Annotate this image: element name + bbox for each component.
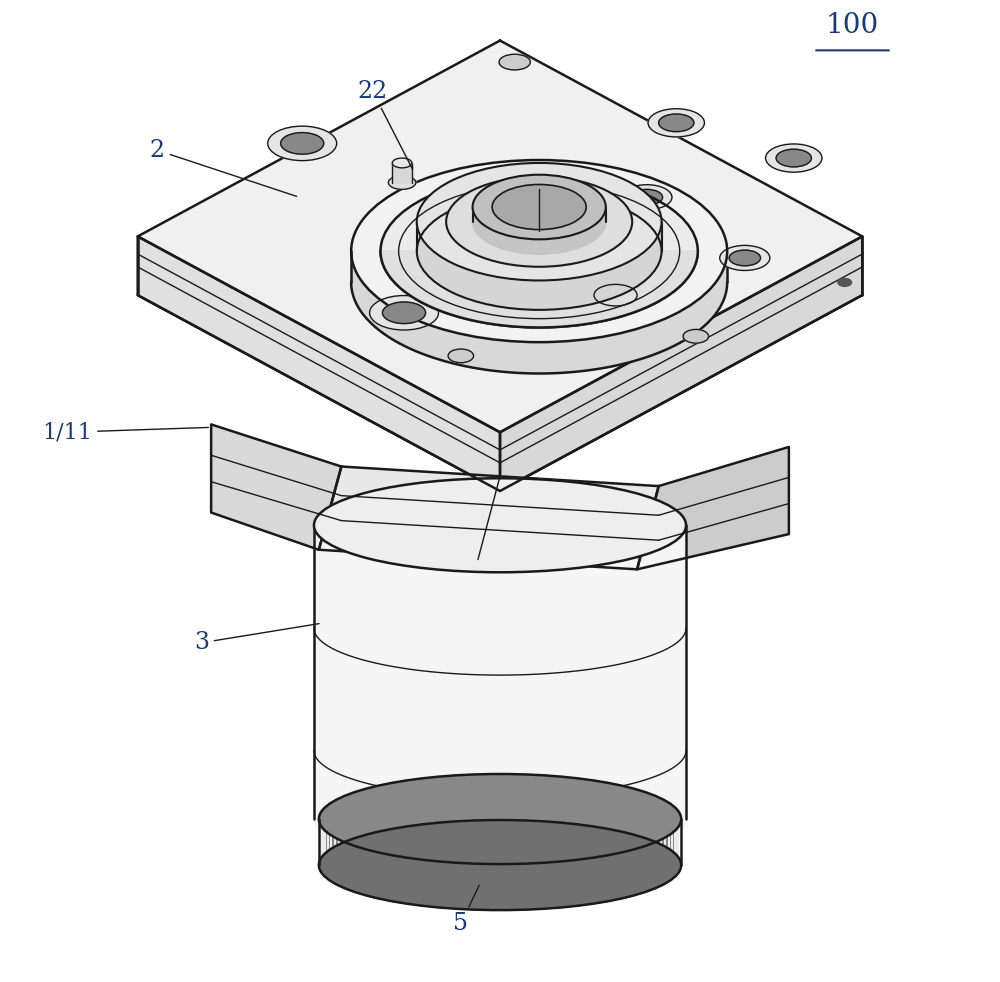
- Text: 100: 100: [826, 13, 879, 39]
- Text: 2: 2: [150, 138, 297, 196]
- Ellipse shape: [314, 478, 686, 573]
- Ellipse shape: [729, 250, 760, 266]
- Text: 1/11: 1/11: [42, 421, 208, 443]
- Ellipse shape: [631, 190, 663, 205]
- Ellipse shape: [622, 185, 672, 210]
- Polygon shape: [381, 251, 698, 327]
- Ellipse shape: [492, 185, 586, 230]
- Ellipse shape: [838, 279, 852, 287]
- Text: 22: 22: [358, 80, 413, 169]
- Ellipse shape: [594, 285, 637, 306]
- Ellipse shape: [381, 175, 698, 327]
- Ellipse shape: [499, 54, 530, 70]
- Ellipse shape: [417, 192, 662, 310]
- Polygon shape: [211, 424, 341, 550]
- Ellipse shape: [446, 177, 632, 267]
- Polygon shape: [319, 819, 681, 910]
- Ellipse shape: [683, 329, 709, 343]
- Polygon shape: [417, 222, 662, 310]
- Ellipse shape: [319, 820, 681, 910]
- Ellipse shape: [648, 109, 704, 136]
- Ellipse shape: [392, 158, 412, 168]
- Ellipse shape: [382, 302, 426, 323]
- Polygon shape: [319, 466, 659, 570]
- Ellipse shape: [319, 774, 681, 864]
- Ellipse shape: [388, 176, 416, 190]
- Polygon shape: [314, 525, 686, 866]
- Polygon shape: [138, 237, 500, 491]
- Ellipse shape: [281, 133, 324, 154]
- Text: 5: 5: [453, 885, 479, 935]
- Polygon shape: [392, 163, 412, 183]
- Polygon shape: [637, 447, 789, 570]
- Polygon shape: [351, 251, 727, 373]
- Ellipse shape: [268, 126, 337, 161]
- Polygon shape: [500, 237, 862, 491]
- Text: 3: 3: [194, 624, 319, 654]
- Ellipse shape: [776, 149, 811, 167]
- Polygon shape: [473, 207, 606, 254]
- Ellipse shape: [351, 160, 727, 342]
- Polygon shape: [138, 40, 862, 432]
- Ellipse shape: [417, 163, 662, 281]
- Ellipse shape: [720, 246, 770, 270]
- Ellipse shape: [370, 296, 439, 330]
- Ellipse shape: [581, 278, 650, 312]
- Ellipse shape: [766, 144, 822, 172]
- Ellipse shape: [473, 175, 606, 240]
- Ellipse shape: [448, 349, 474, 362]
- Ellipse shape: [659, 114, 694, 132]
- Ellipse shape: [473, 190, 606, 254]
